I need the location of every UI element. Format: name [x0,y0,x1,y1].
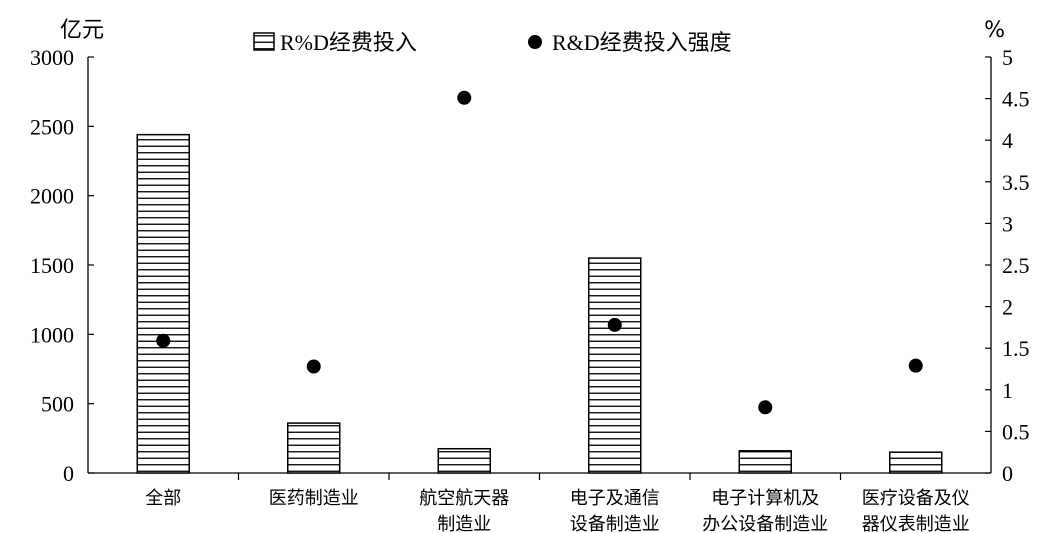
category-label: 制造业 [437,514,491,533]
right-tick-label: 5 [1002,45,1013,70]
right-tick-label: 3.5 [1002,170,1030,195]
bar [287,422,341,474]
left-tick-label: 1500 [30,253,74,278]
left-tick-label: 3000 [30,45,74,70]
right-tick-label: 2.5 [1002,253,1030,278]
intensity-point [156,333,171,348]
bar [437,447,491,474]
category-label: 电子计算机及 [711,488,819,509]
intensity-point [758,400,773,415]
intensity-point [306,359,321,374]
right-tick-label: 4 [1002,128,1013,153]
bar [889,451,943,474]
x-axis-ticks [237,473,842,480]
left-axis-ticks: 0 500 1000 1500 2000 2500 3000 [30,45,94,486]
right-tick-label: 1 [1002,378,1013,403]
axes [87,57,992,474]
intensity-point [457,90,472,105]
right-tick-label: 0 [1002,461,1013,486]
legend-bar-swatch [253,32,275,51]
right-tick-label: 0.5 [1002,419,1030,444]
bar [588,257,642,474]
left-tick-label: 500 [41,392,74,417]
category-label: 医药制造业 [269,488,359,509]
bar [136,133,190,474]
category-label: 医疗设备及仪 [862,488,970,509]
intensity-point [607,317,622,332]
category-label: 电子及通信 [570,488,660,509]
legend-dot-swatch [528,35,542,49]
left-tick-label: 1000 [30,322,74,347]
right-tick-label: 2 [1002,295,1013,320]
left-axis-unit: 亿元 [60,18,104,43]
legend-bar-label: R%D经费投入 [280,30,417,55]
category-label: 航空航天器 [419,488,509,509]
right-tick-label: 1.5 [1002,336,1030,361]
category-label: 全部 [145,488,181,509]
category-label: 办公设备制造业 [702,514,828,533]
bar-series [136,133,943,474]
right-tick-label: 4.5 [1002,87,1030,112]
right-axis-ticks: 0 0.5 1 1.5 2 2.5 3 3.5 4 4.5 5 [985,45,1030,486]
legend: R%D经费投入 R&D经费投入强度 [253,30,732,55]
intensity-point [908,358,923,373]
category-label: 设备制造业 [570,514,660,533]
left-tick-label: 2000 [30,184,74,209]
right-axis-unit: % [984,18,1005,43]
category-label: 器仪表制造业 [862,514,970,533]
dot-series [156,90,923,415]
left-tick-label: 2500 [30,114,74,139]
left-tick-label: 0 [63,461,74,486]
bar [738,450,792,474]
legend-dot-label: R&D经费投入强度 [552,30,732,55]
right-tick-label: 3 [1002,211,1013,236]
